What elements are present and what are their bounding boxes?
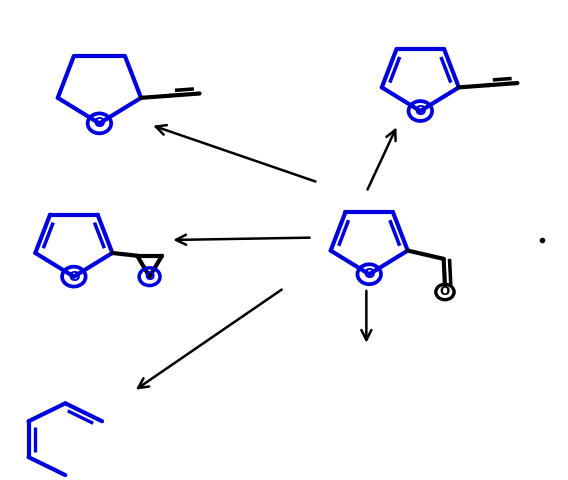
Text: O: O xyxy=(68,270,80,284)
Text: O: O xyxy=(144,270,154,283)
Text: O: O xyxy=(364,267,375,281)
Text: O: O xyxy=(415,104,426,118)
Text: O: O xyxy=(94,116,105,131)
Text: O: O xyxy=(440,286,450,299)
